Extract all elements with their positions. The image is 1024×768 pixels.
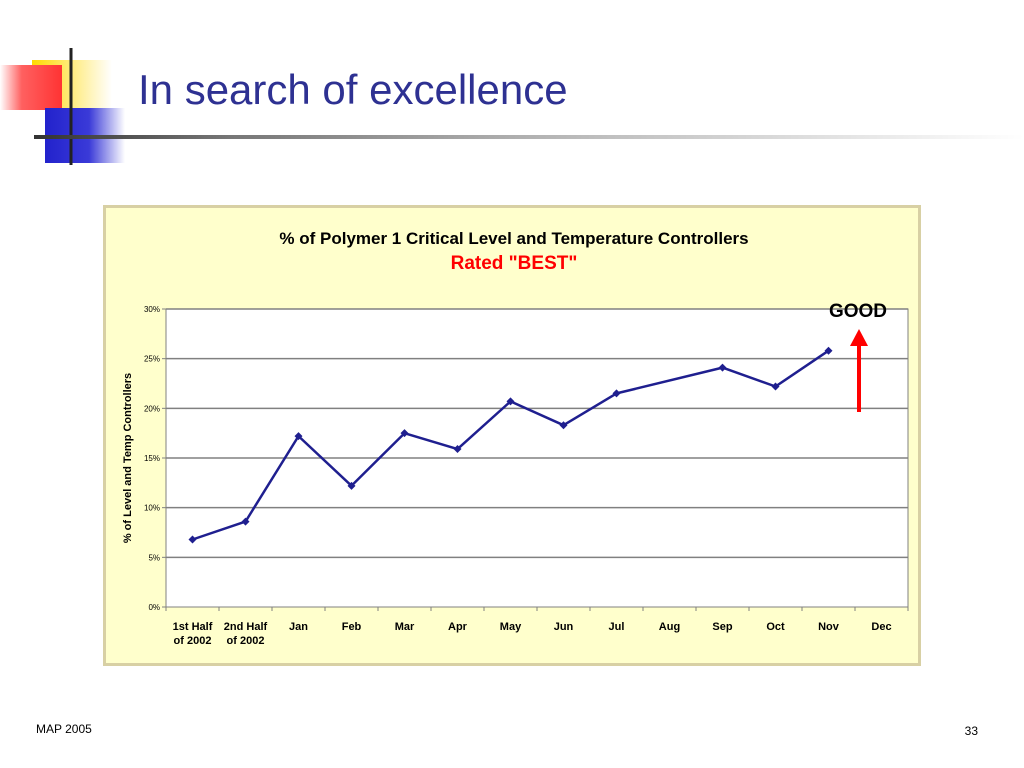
- data-point: [771, 382, 780, 391]
- y-tick-label: 0%: [148, 603, 160, 612]
- slide-number: 33: [964, 724, 978, 738]
- series-line: [192, 349, 830, 541]
- x-category-label: Feb: [342, 621, 362, 633]
- y-tick-label: 20%: [144, 404, 160, 413]
- footer-label: MAP 2005: [36, 722, 92, 736]
- x-category-label: Aug: [659, 621, 680, 633]
- x-category-label: Jul: [609, 621, 625, 633]
- data-point: [400, 429, 409, 438]
- x-category-label: May: [500, 621, 522, 633]
- data-point: [506, 397, 515, 406]
- good-annotation-label: GOOD: [829, 301, 887, 322]
- x-category-label: Dec: [871, 621, 891, 633]
- chart-container: % of Polymer 1 Critical Level and Temper…: [103, 205, 921, 666]
- data-point: [188, 535, 197, 544]
- data-point: [453, 445, 462, 454]
- y-tick-label: 10%: [144, 504, 160, 513]
- x-category-label: Mar: [395, 621, 415, 633]
- chart-title: % of Polymer 1 Critical Level and Temper…: [279, 229, 748, 248]
- x-category-label: Nov: [818, 621, 840, 633]
- data-point: [612, 389, 621, 398]
- data-point: [824, 346, 833, 355]
- data-point: [294, 432, 303, 441]
- slide-title: In search of excellence: [138, 66, 568, 113]
- decorative-logo: [0, 40, 130, 170]
- x-category-label: 2nd Half of 2002: [224, 621, 268, 647]
- y-tick-label: 15%: [144, 454, 160, 463]
- y-tick-label: 30%: [144, 305, 160, 314]
- x-category-label: Apr: [448, 621, 468, 633]
- y-axis-title: % of Level and Temp Controllers: [122, 373, 134, 543]
- title-divider: [34, 135, 1024, 139]
- up-arrow-icon: [850, 329, 868, 346]
- x-category-label: Jun: [554, 621, 574, 633]
- y-tick-label: 25%: [144, 355, 160, 364]
- data-point: [347, 481, 356, 490]
- x-category-label: 1st Half of 2002: [173, 621, 213, 647]
- data-point: [241, 517, 250, 526]
- x-category-label: Sep: [712, 621, 732, 633]
- chart-subtitle: Rated "BEST": [451, 253, 578, 274]
- chart: % of Polymer 1 Critical Level and Temper…: [122, 229, 909, 647]
- y-tick-label: 5%: [148, 553, 160, 562]
- x-category-label: Oct: [766, 621, 785, 633]
- data-point: [559, 421, 568, 430]
- x-category-label: Jan: [289, 621, 308, 633]
- data-point: [718, 363, 727, 372]
